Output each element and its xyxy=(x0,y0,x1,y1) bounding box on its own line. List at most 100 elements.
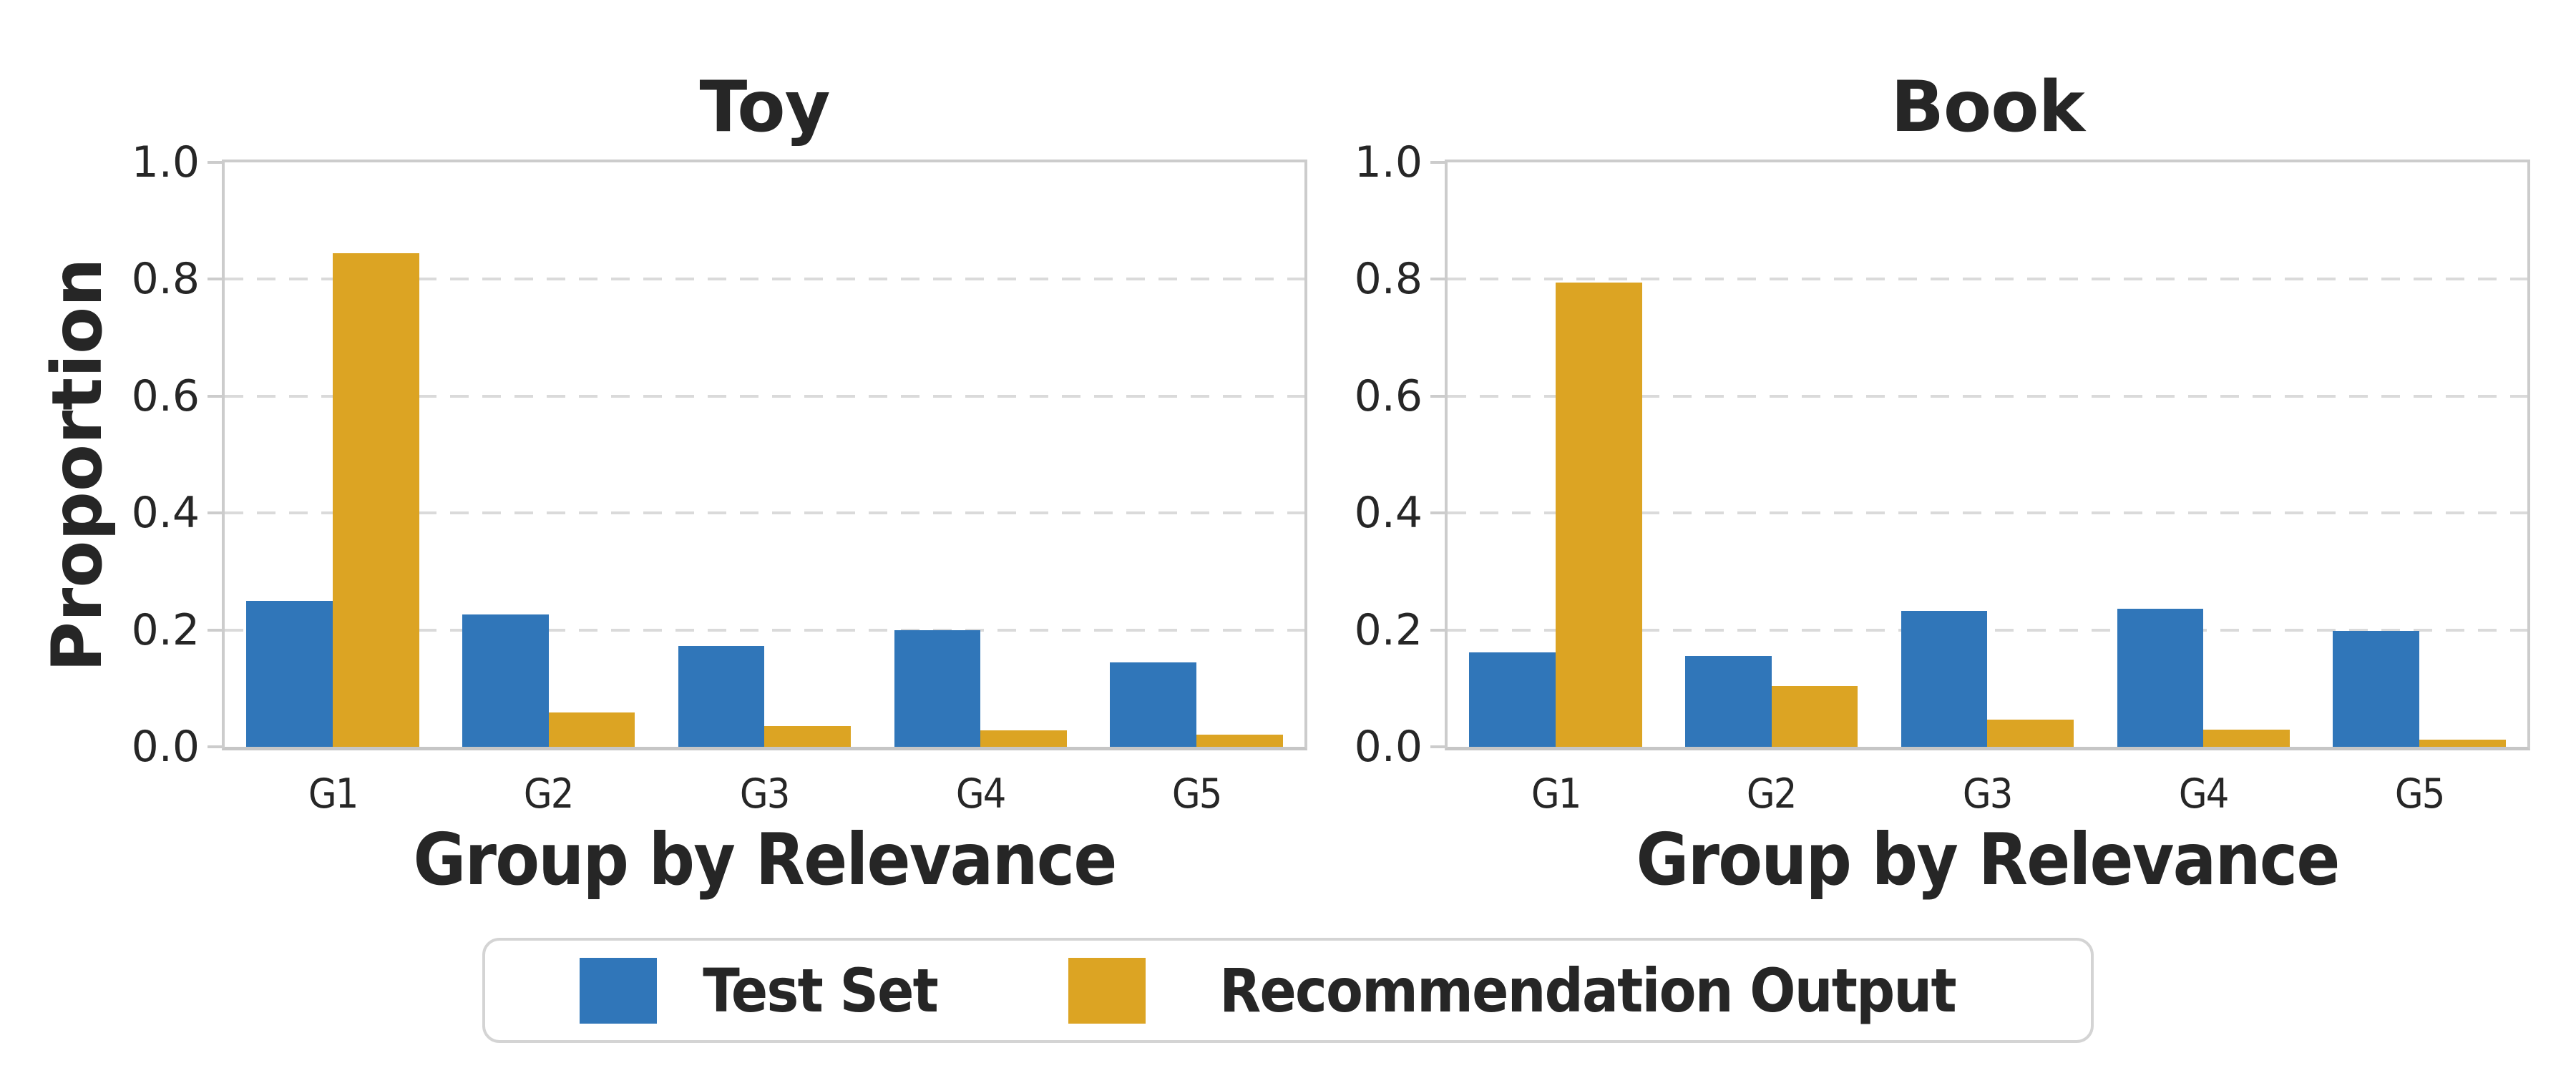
bar-test-set-g3 xyxy=(1901,611,1988,747)
bar-test-set-g1 xyxy=(1469,652,1556,747)
bar-recommendation-output-g1 xyxy=(332,253,419,747)
legend-swatch-test-set xyxy=(579,957,657,1024)
x-tick-label-g2: G2 xyxy=(1664,774,1880,815)
bar-recommendation-output-g4 xyxy=(980,730,1067,747)
gridline-0.6 xyxy=(1448,394,2527,398)
x-axis-label-text: Group by Relevance xyxy=(1636,818,2340,901)
bar-group-g2 xyxy=(441,162,657,747)
x-axis-label-toy: Group by Relevance xyxy=(225,824,1304,896)
subplot-toy: Toy G1 G2 G3 G4 G5 Group by Relevance 0.0 0.2… xyxy=(132,71,1307,896)
bar-test-set-g2 xyxy=(462,614,549,747)
y-tick-label-0.6: 0.6 xyxy=(1354,371,1423,421)
legend-item-test-set: Test Set xyxy=(579,955,950,1026)
gridline-0.8 xyxy=(225,278,1304,281)
y-tick-label-1.0: 1.0 xyxy=(131,137,200,187)
x-tick-label-g3: G3 xyxy=(657,774,873,815)
gridline-0.4 xyxy=(1448,511,2527,515)
gridline-0.8 xyxy=(1448,278,2527,281)
bar-test-set-g3 xyxy=(678,646,765,747)
x-tick-label-g5: G5 xyxy=(1088,774,1304,815)
bar-group-g3 xyxy=(1880,162,2096,747)
y-tick-label-0.2: 0.2 xyxy=(1354,604,1423,655)
y-tick-mark-0.4 xyxy=(208,511,225,515)
bar-recommendation-output-g2 xyxy=(548,712,635,747)
bar-group-g4 xyxy=(2095,162,2311,747)
plot-title-toy: Toy xyxy=(699,67,830,148)
bar-test-set-g4 xyxy=(894,630,981,747)
bar-recommendation-output-g5 xyxy=(2419,740,2506,747)
legend-label-recommendation-output: Recommendation Output xyxy=(1219,955,1956,1026)
y-tick-mark-1.0 xyxy=(1430,161,1448,164)
y-tick-mark-0.2 xyxy=(208,628,225,632)
plot-area-book xyxy=(1448,162,2527,747)
x-tick-label-text: G3 xyxy=(740,770,791,818)
y-tick-label-0.4: 0.4 xyxy=(1354,488,1423,539)
y-tick-label-0.2: 0.2 xyxy=(131,604,200,655)
x-tick-label-g2: G2 xyxy=(441,774,657,815)
x-tick-label-text: G4 xyxy=(2178,770,2230,818)
bar-test-set-g5 xyxy=(2333,631,2420,747)
x-tick-label-g5: G5 xyxy=(2311,774,2527,815)
gridline-0.6 xyxy=(225,394,1304,398)
y-tick-label-0.4: 0.4 xyxy=(131,488,200,539)
bar-test-set-g4 xyxy=(2117,609,2204,747)
bar-recommendation-output-g1 xyxy=(1555,282,1642,747)
x-tick-row-book: G1 G2 G3 G4 G5 xyxy=(1448,774,2527,815)
y-tick-label-0.8: 0.8 xyxy=(1354,254,1423,305)
x-axis-label-book: Group by Relevance xyxy=(1448,824,2527,896)
bar-recommendation-output-g3 xyxy=(764,726,852,747)
x-axis-label-text: Group by Relevance xyxy=(413,818,1117,901)
x-tick-label-g4: G4 xyxy=(872,774,1088,815)
bar-group-g4 xyxy=(872,162,1088,747)
y-tick-mark-0.8 xyxy=(1430,278,1448,281)
y-tick-mark-1.0 xyxy=(208,161,225,164)
bar-test-set-g5 xyxy=(1110,662,1197,747)
y-tick-mark-0.6 xyxy=(208,394,225,398)
y-tick-mark-0.6 xyxy=(1430,394,1448,398)
bar-group-g2 xyxy=(1664,162,1880,747)
bar-group-g5 xyxy=(2311,162,2527,747)
legend: Test Set Recommendation Output xyxy=(482,938,2094,1043)
subplot-book: Book G1 G2 G3 G4 G5 Group by Relevance 0.0 0.… xyxy=(1355,71,2530,896)
x-tick-label-text: G5 xyxy=(2394,770,2446,818)
x-tick-label-text: G3 xyxy=(1963,770,2014,818)
x-tick-label-text: G4 xyxy=(955,770,1007,818)
x-tick-label-g4: G4 xyxy=(2095,774,2311,815)
bar-recommendation-output-g4 xyxy=(2203,730,2290,747)
y-tick-mark-0.4 xyxy=(1430,511,1448,515)
legend-swatch-recommendation-output xyxy=(1068,957,1146,1024)
gridline-0.2 xyxy=(225,628,1304,632)
legend-item-recommendation-output: Recommendation Output xyxy=(1068,955,1996,1026)
x-tick-row-toy: G1 G2 G3 G4 G5 xyxy=(225,774,1304,815)
bar-group-g1 xyxy=(225,162,441,747)
y-tick-mark-0.8 xyxy=(208,278,225,281)
bar-recommendation-output-g3 xyxy=(1987,720,2074,747)
x-tick-label-g3: G3 xyxy=(1880,774,2096,815)
bar-test-set-g1 xyxy=(246,600,333,747)
y-tick-mark-0.2 xyxy=(1430,628,1448,632)
y-tick-label-0.0: 0.0 xyxy=(1354,722,1423,772)
y-tick-label-0.8: 0.8 xyxy=(131,254,200,305)
x-tick-label-text: G2 xyxy=(1747,770,1797,818)
bar-group-g1 xyxy=(1448,162,1664,747)
x-tick-label-text: G1 xyxy=(308,770,358,818)
legend-label-test-set: Test Set xyxy=(703,955,939,1026)
y-tick-label-0.0: 0.0 xyxy=(131,722,200,772)
x-tick-label-g1: G1 xyxy=(225,774,441,815)
y-tick-label-1.0: 1.0 xyxy=(1354,137,1423,187)
x-tick-label-text: G2 xyxy=(524,770,575,818)
bar-recommendation-output-g5 xyxy=(1196,734,1283,747)
bar-group-g5 xyxy=(1088,162,1304,747)
gridline-0.4 xyxy=(225,511,1304,515)
bar-group-g3 xyxy=(657,162,873,747)
x-tick-label-text: G1 xyxy=(1531,770,1581,818)
gridline-0.2 xyxy=(1448,628,2527,632)
plot-title-book: Book xyxy=(1890,67,2085,148)
bar-test-set-g2 xyxy=(1684,655,1772,747)
y-tick-mark-0.0 xyxy=(208,745,225,748)
y-tick-mark-0.0 xyxy=(1430,745,1448,748)
x-tick-label-text: G5 xyxy=(1171,770,1223,818)
y-tick-label-0.6: 0.6 xyxy=(131,371,200,421)
plot-area-toy xyxy=(225,162,1304,747)
